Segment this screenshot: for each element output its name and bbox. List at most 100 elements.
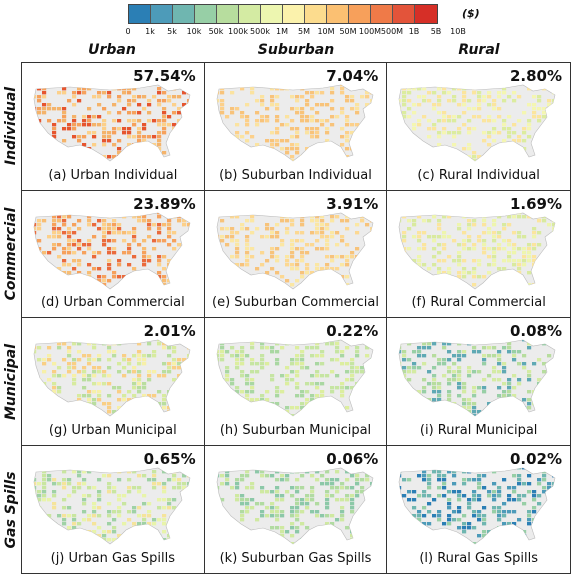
county-cell [517, 234, 522, 238]
county-cell [557, 135, 561, 138]
county-cell [62, 218, 67, 222]
county-cell [42, 493, 47, 497]
county-cell [472, 258, 477, 262]
county-cell [254, 111, 259, 115]
county-cell [487, 493, 492, 497]
county-cell [249, 390, 254, 394]
county-cell [162, 238, 167, 242]
county-cell [457, 366, 462, 370]
county-cell [502, 85, 507, 87]
county-cell [522, 529, 527, 533]
county-cell [239, 467, 244, 469]
county-cell [182, 278, 187, 282]
county-cell [42, 111, 47, 115]
county-cell [502, 258, 507, 262]
county-cell [462, 159, 467, 161]
county-cell [309, 274, 314, 278]
county-cell [552, 218, 556, 222]
county-cell [507, 278, 512, 282]
county-cell [432, 246, 437, 250]
county-cell [552, 91, 556, 95]
county-cell [37, 222, 42, 226]
county-cell [234, 254, 239, 258]
county-cell [137, 378, 142, 382]
county-cell [427, 340, 432, 342]
county-cell [422, 212, 427, 214]
county-cell [329, 258, 334, 262]
county-cell [375, 518, 379, 521]
county-cell [274, 230, 279, 234]
county-cell [354, 135, 359, 139]
county-cell [269, 250, 274, 254]
county-cell [234, 362, 239, 366]
county-cell [304, 270, 309, 274]
county-cell [375, 263, 379, 266]
county-cell [97, 274, 102, 278]
county-cell [192, 231, 196, 234]
county-cell [132, 151, 137, 155]
county-cell [219, 350, 224, 354]
county-cell [437, 147, 442, 151]
county-cell [42, 95, 47, 99]
county-cell [482, 346, 487, 350]
county-cell [427, 119, 432, 123]
county-cell [557, 159, 561, 162]
county-cell [364, 95, 369, 99]
county-cell [507, 533, 512, 537]
county-cell [512, 497, 517, 501]
county-cell [177, 123, 182, 127]
county-cell [147, 155, 152, 159]
county-cell [452, 473, 457, 477]
county-cell [239, 374, 244, 378]
county-cell [304, 115, 309, 119]
county-cell [334, 485, 339, 489]
county-cell [537, 340, 542, 342]
county-cell [177, 139, 182, 143]
county-cell [274, 394, 279, 398]
county-cell [437, 103, 442, 107]
county-cell [127, 390, 132, 394]
county-cell [497, 214, 502, 218]
county-cell [187, 222, 190, 226]
county-cell [502, 87, 507, 91]
county-cell [229, 541, 234, 544]
county-cell [299, 350, 304, 354]
county-cell [319, 354, 324, 358]
county-cell [552, 410, 556, 414]
county-cell [334, 497, 339, 501]
county-cell [142, 250, 147, 254]
county-cell [97, 394, 102, 398]
county-cell [162, 115, 167, 119]
county-cell [87, 270, 92, 274]
county-cell [97, 218, 102, 222]
county-cell [557, 99, 561, 102]
county-cell [407, 99, 412, 103]
county-cell [299, 274, 304, 278]
county-cell [375, 95, 379, 98]
county-cell [132, 286, 137, 289]
county-cell [244, 537, 249, 541]
county-cell [437, 362, 442, 366]
county-cell [289, 533, 294, 537]
county-cell [82, 370, 87, 374]
panel-caption: (h) Suburban Municipal [219, 422, 372, 438]
county-cell [132, 99, 137, 103]
county-cell [72, 282, 77, 286]
county-cell [399, 525, 402, 529]
county-cell [502, 143, 507, 147]
county-cell [329, 406, 334, 410]
county-cell [369, 139, 373, 143]
us-county-map [33, 467, 191, 544]
county-cell [507, 214, 512, 218]
county-cell [442, 274, 447, 278]
county-cell [517, 266, 522, 270]
county-cell [417, 398, 422, 402]
county-cell [507, 529, 512, 533]
county-cell [552, 226, 556, 230]
county-cell [157, 414, 162, 416]
county-cell [192, 382, 196, 385]
county-cell [112, 119, 117, 123]
county-cell [477, 481, 482, 485]
county-cell [349, 485, 354, 489]
county-cell [219, 358, 224, 362]
